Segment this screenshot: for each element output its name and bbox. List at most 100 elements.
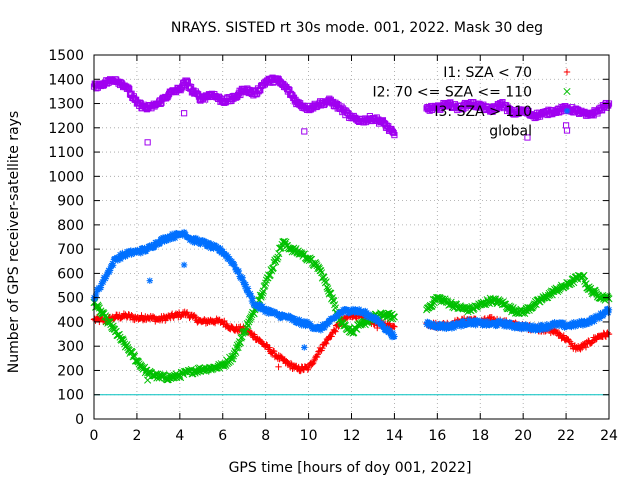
marker-stroke bbox=[344, 325, 352, 333]
data-point bbox=[592, 336, 600, 343]
marker-stroke bbox=[257, 293, 265, 301]
marker-stroke bbox=[280, 237, 288, 245]
marker-stroke bbox=[232, 348, 240, 357]
data-point bbox=[239, 274, 246, 281]
data-point bbox=[172, 310, 180, 317]
marker-stroke bbox=[587, 284, 595, 292]
data-point bbox=[309, 360, 316, 368]
data-point bbox=[258, 291, 266, 299]
data-point bbox=[578, 344, 586, 352]
marker-stroke bbox=[196, 364, 204, 372]
data-point bbox=[389, 315, 397, 323]
data-point bbox=[314, 351, 321, 358]
data-point bbox=[270, 348, 278, 355]
data-point bbox=[567, 280, 576, 288]
marker-stroke bbox=[440, 297, 448, 305]
marker-stroke bbox=[217, 245, 224, 251]
data-point bbox=[312, 260, 320, 268]
marker-stroke bbox=[307, 255, 315, 263]
data-point bbox=[452, 300, 461, 309]
marker-stroke bbox=[433, 294, 441, 302]
data-point bbox=[605, 331, 612, 338]
marker-stroke bbox=[100, 279, 106, 285]
y-axis-label: Number of GPS receiver-satellite rays bbox=[6, 111, 22, 373]
data-point bbox=[304, 366, 312, 373]
data-point bbox=[592, 288, 600, 296]
data-point bbox=[163, 313, 171, 321]
marker-stroke bbox=[567, 280, 576, 288]
data-point bbox=[217, 244, 224, 252]
marker-stroke bbox=[236, 339, 244, 347]
marker-stroke bbox=[227, 355, 235, 363]
marker-stroke bbox=[328, 294, 336, 302]
data-point bbox=[250, 331, 258, 338]
marker-stroke bbox=[301, 250, 309, 258]
data-point bbox=[390, 323, 397, 330]
marker-stroke bbox=[290, 244, 298, 252]
data-point bbox=[577, 346, 584, 353]
marker-stroke bbox=[123, 341, 131, 349]
marker-stroke bbox=[452, 300, 461, 309]
marker-stroke bbox=[273, 255, 281, 263]
data-point bbox=[390, 313, 398, 321]
marker-stroke bbox=[494, 297, 502, 305]
data-point bbox=[555, 330, 563, 337]
data-point bbox=[245, 318, 253, 326]
marker-stroke bbox=[129, 353, 137, 361]
series-0 bbox=[90, 308, 613, 375]
marker-stroke bbox=[98, 284, 104, 291]
marker-stroke bbox=[119, 336, 127, 344]
series-1 bbox=[90, 237, 613, 384]
data-point bbox=[323, 283, 331, 291]
data-point bbox=[319, 345, 326, 352]
marker-stroke bbox=[580, 271, 588, 279]
marker-stroke bbox=[121, 340, 129, 348]
marker-stroke bbox=[477, 299, 485, 307]
data-point bbox=[250, 310, 258, 318]
data-point bbox=[227, 323, 235, 330]
marker-stroke bbox=[115, 330, 123, 338]
marker-stroke bbox=[245, 318, 253, 326]
data-point bbox=[328, 333, 335, 340]
data-point bbox=[561, 282, 569, 290]
data-point bbox=[263, 341, 270, 348]
data-point bbox=[313, 352, 320, 360]
marker-stroke bbox=[324, 285, 332, 293]
marker-stroke bbox=[232, 264, 238, 270]
data-point bbox=[273, 255, 281, 263]
data-point bbox=[317, 267, 325, 275]
marker-stroke bbox=[312, 260, 320, 268]
data-point bbox=[257, 293, 265, 301]
marker-stroke bbox=[593, 290, 601, 298]
marker-stroke bbox=[346, 324, 354, 332]
data-point bbox=[604, 329, 611, 336]
data-point bbox=[266, 344, 273, 351]
marker-stroke bbox=[385, 309, 393, 317]
marker-stroke bbox=[108, 325, 116, 333]
data-point bbox=[325, 289, 333, 298]
data-point bbox=[119, 336, 127, 344]
marker-stroke bbox=[229, 355, 237, 363]
data-point bbox=[261, 281, 269, 289]
marker-stroke bbox=[242, 281, 249, 288]
marker-stroke bbox=[93, 303, 101, 311]
data-point bbox=[259, 289, 267, 297]
data-point bbox=[134, 358, 143, 366]
marker-stroke bbox=[98, 310, 106, 318]
marker-stroke bbox=[592, 288, 600, 296]
data-point bbox=[385, 320, 393, 327]
marker-stroke bbox=[208, 240, 215, 247]
marker-stroke bbox=[258, 291, 266, 299]
marker-stroke bbox=[100, 309, 108, 318]
data-point bbox=[239, 328, 247, 336]
marker-stroke bbox=[428, 302, 436, 310]
marker-stroke bbox=[584, 285, 592, 294]
data-point bbox=[482, 301, 490, 309]
data-point bbox=[560, 332, 567, 339]
marker-stroke bbox=[250, 310, 258, 318]
chart-title: NRAYS. SISTED rt 30s mode. 001, 2022. Ma… bbox=[171, 20, 543, 36]
data-point bbox=[138, 312, 145, 319]
data-point bbox=[131, 316, 138, 324]
marker-stroke bbox=[94, 301, 102, 309]
data-point bbox=[428, 302, 436, 310]
